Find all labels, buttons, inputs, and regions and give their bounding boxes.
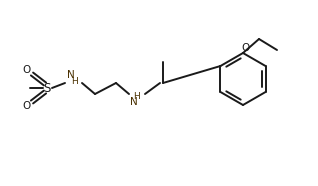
Text: O: O <box>22 101 30 111</box>
Text: O: O <box>242 43 250 53</box>
Text: S: S <box>43 81 51 94</box>
Text: N: N <box>67 70 75 80</box>
Text: H: H <box>134 92 140 100</box>
Text: N: N <box>130 97 138 107</box>
Text: O: O <box>22 65 30 75</box>
Text: H: H <box>71 76 77 86</box>
